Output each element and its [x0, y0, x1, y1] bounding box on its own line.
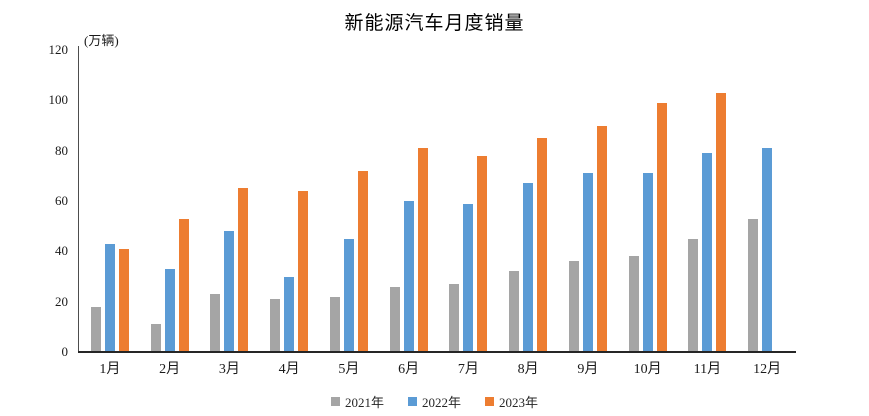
bar-2021年-6月 [389, 286, 400, 352]
bar-2021年-11月 [688, 238, 699, 352]
x-label-9月: 9月 [577, 362, 599, 377]
bar-2022年-3月 [224, 231, 235, 352]
chart-title: 新能源汽车月度销量 [344, 13, 525, 34]
x-label-11月: 11月 [693, 362, 722, 377]
bar-2022年-11月 [702, 153, 713, 352]
y-tick-100: 100 [48, 92, 69, 108]
bar-2022年-2月 [164, 268, 175, 352]
bar-2021年-2月 [150, 324, 161, 352]
x-axis [78, 351, 796, 353]
legend-swatch-icon [485, 397, 494, 406]
x-label-2月: 2月 [159, 362, 181, 377]
x-label-5月: 5月 [338, 362, 360, 377]
bar-2023年-8月 [537, 138, 548, 352]
y-axis-unit-label: (万辆) [84, 33, 119, 48]
bar-2022年-8月 [523, 183, 534, 352]
y-tick-20: 20 [55, 293, 68, 309]
y-tick-120: 120 [48, 42, 69, 57]
bar-2023年-9月 [596, 125, 607, 352]
bar-2023年-4月 [298, 190, 309, 352]
legend-swatch-icon [330, 397, 340, 406]
bar-2022年-1月 [104, 243, 115, 352]
bar-2021年-8月 [509, 271, 520, 352]
bar-2022年-4月 [284, 276, 295, 352]
y-tick-0: 0 [61, 344, 69, 359]
bar-2021年-9月 [568, 261, 579, 352]
bar-2021年-10月 [628, 256, 639, 352]
bar-2021年-3月 [210, 294, 221, 352]
legend-item-2022年: 2022年 [407, 392, 461, 411]
bar-2022年-7月 [463, 203, 474, 352]
bar-2023年-5月 [357, 170, 368, 352]
legend-item-2023年: 2023年 [485, 392, 538, 411]
x-label-3月: 3月 [218, 362, 240, 377]
x-label-7月: 7月 [457, 362, 479, 377]
bar-2022年-5月 [343, 238, 354, 352]
legend-label: 2022年 [421, 395, 461, 410]
x-label-12月: 12月 [753, 362, 782, 377]
y-axis [78, 46, 79, 352]
bar-2021年-4月 [270, 299, 281, 352]
legend-swatch-icon [407, 397, 417, 406]
x-label-1月: 1月 [99, 362, 121, 377]
x-label-6月: 6月 [398, 362, 420, 377]
bar-2023年-7月 [477, 155, 488, 352]
bar-2023年-3月 [238, 188, 249, 352]
y-tick-80: 80 [55, 142, 68, 158]
bar-2023年-10月 [656, 102, 667, 352]
bar-2023年-11月 [716, 92, 727, 352]
x-label-4月: 4月 [278, 362, 300, 377]
bar-2022年-9月 [582, 173, 593, 352]
bar-2021年-5月 [329, 296, 340, 352]
bar-2021年-7月 [449, 284, 460, 352]
bar-2021年-1月 [90, 306, 101, 352]
y-tick-60: 60 [55, 193, 68, 208]
bar-2022年-6月 [403, 201, 414, 352]
x-label-8月: 8月 [517, 362, 539, 377]
bar-2023年-6月 [417, 148, 428, 352]
legend-label: 2021年 [344, 395, 384, 410]
bar-2021年-12月 [748, 218, 759, 352]
bar-2023年-2月 [178, 218, 189, 352]
bar-2022年-12月 [762, 148, 773, 352]
x-label-10月: 10月 [633, 362, 662, 377]
y-tick-40: 40 [55, 243, 68, 259]
legend: 2021年 2022年 2023年 [0, 392, 869, 411]
legend-item-2021年: 2021年 [330, 392, 384, 411]
bar-2022年-10月 [642, 173, 653, 352]
legend-label: 2023年 [499, 395, 539, 410]
bar-2023年-1月 [118, 248, 129, 352]
